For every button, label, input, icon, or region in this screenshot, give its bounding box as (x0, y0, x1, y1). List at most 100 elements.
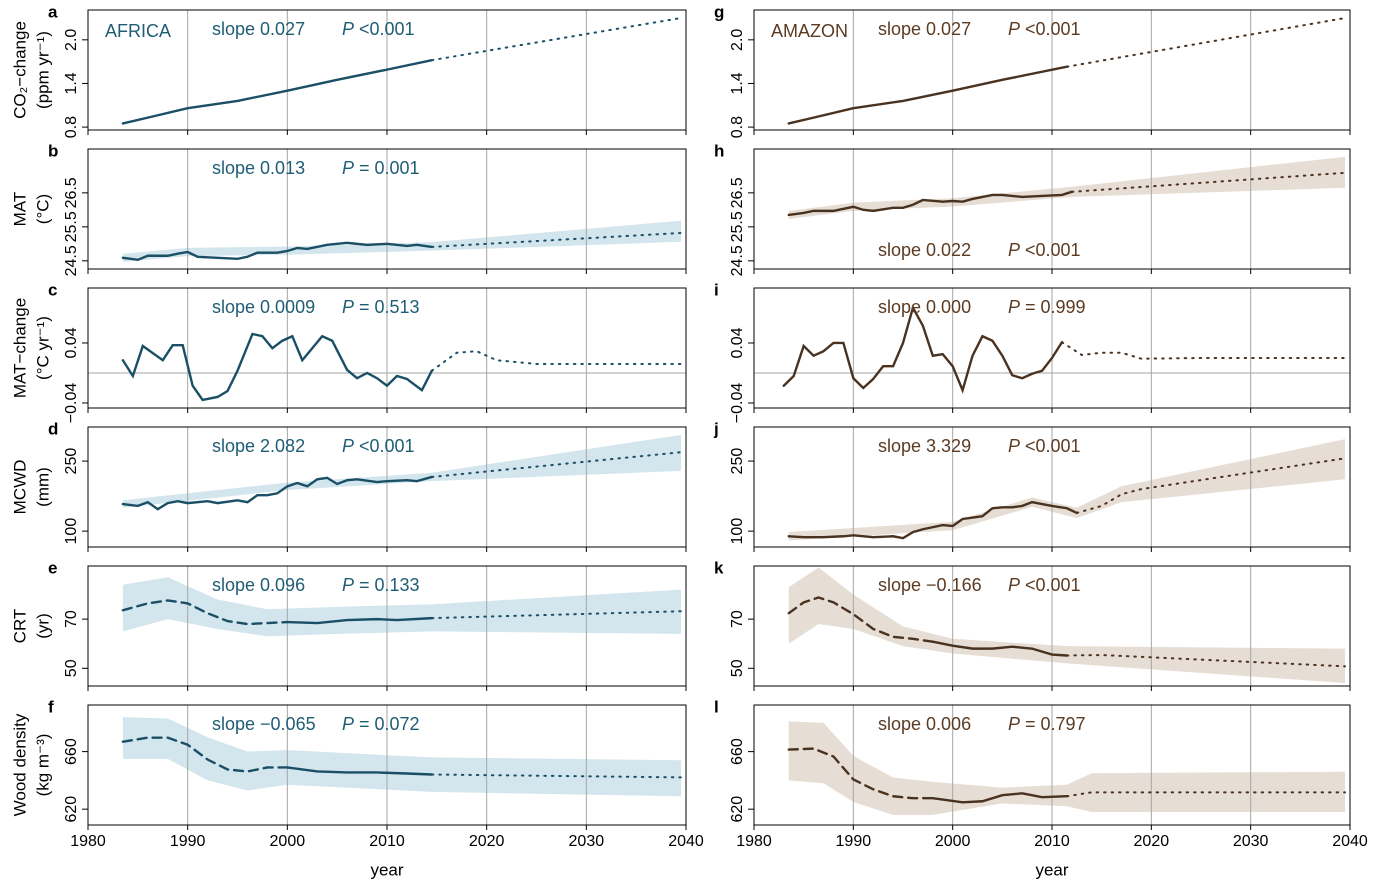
y-tick-label: 620 (63, 796, 80, 823)
plot-frame (753, 704, 1351, 826)
y-tick-label: 50 (729, 659, 746, 677)
panel-letter: i (714, 280, 719, 299)
series-line (430, 17, 683, 62)
y-axis-label: (mm) (33, 467, 52, 507)
confidence-band (788, 721, 1346, 815)
x-tick-label: 2040 (1332, 833, 1368, 850)
y-tick-label: 250 (63, 448, 80, 475)
p-annotation: P = 0.513 (342, 297, 420, 317)
slope-annotation: slope −0.166 (878, 575, 982, 595)
y-tick-label: 50 (63, 659, 80, 677)
p-annotation: P <0.001 (342, 436, 415, 456)
plot-frame (753, 148, 1351, 270)
series-line (787, 500, 1079, 540)
panel: 0.8 1.4 2.0 g AMAZON slope 0.027 P <0.001 (714, 2, 1351, 138)
region-label: AFRICA (105, 21, 171, 41)
p-value: <0.001 (1025, 19, 1081, 39)
p-symbol: P (342, 158, 354, 178)
panel-letter: c (48, 280, 57, 299)
y-tick-label: 2.0 (729, 29, 746, 51)
plot-frame (87, 565, 687, 687)
series-line (782, 304, 1064, 394)
y-axis-label: (kg m⁻³) (33, 734, 52, 797)
region-label: AMAZON (771, 21, 848, 41)
plot-frame (87, 148, 687, 270)
p-value: <0.001 (359, 436, 415, 456)
p-symbol: P (342, 714, 354, 734)
plot-frame (753, 426, 1351, 548)
y-axis-label: CRT (10, 609, 29, 644)
plot-frame (753, 565, 1351, 687)
slope-annotation: slope 0.027 (878, 19, 971, 39)
p-annotation: P <0.001 (1008, 436, 1081, 456)
p-annotation: P <0.001 (1008, 19, 1081, 39)
slope-annotation: slope −0.065 (212, 714, 316, 734)
x-tick-label: 2020 (469, 833, 505, 850)
panel-letter: l (714, 697, 719, 716)
p-annotation: P = 0.001 (342, 158, 420, 178)
x-tick-label: 1990 (170, 833, 206, 850)
y-tick-label: 26.5 (63, 177, 80, 208)
panel-letter: d (48, 419, 58, 438)
series-line (787, 65, 1069, 125)
series-line (121, 736, 289, 773)
p-value: <0.001 (1025, 240, 1081, 260)
x-axis-label: year (1035, 860, 1068, 879)
panel-letter: a (48, 2, 58, 21)
p-annotation: P <0.001 (1008, 575, 1081, 595)
panel-letter: f (48, 697, 54, 716)
y-tick-label: −0.04 (63, 383, 80, 424)
confidence-band (788, 156, 1346, 220)
series-line (931, 792, 1069, 804)
slope-annotation: slope 0.000 (878, 297, 971, 317)
series-line (1065, 654, 1347, 668)
panel-letter: b (48, 141, 58, 160)
x-tick-label: 2000 (270, 833, 306, 850)
y-tick-label: 0.04 (729, 327, 746, 358)
y-tick-label: 70 (729, 610, 746, 628)
x-tick-label: 2010 (1034, 833, 1070, 850)
plot-frame (87, 287, 687, 409)
p-value: = 0.072 (359, 714, 420, 734)
slope-annotation: slope 2.082 (212, 436, 305, 456)
y-axis-label: MAT−change (10, 298, 29, 398)
y-tick-label: 25.5 (729, 211, 746, 242)
plot-frame (87, 704, 687, 826)
confidence-band (122, 577, 682, 637)
slope-annotation: slope 0.0009 (212, 297, 315, 317)
y-axis-label: MAT (10, 192, 29, 227)
y-tick-label: 25.5 (63, 211, 80, 242)
series-line (787, 596, 934, 643)
y-tick-label: 660 (63, 738, 80, 765)
panel: 24.5 25.5 26.5 h slope 0.022 P <0.001 (714, 141, 1351, 276)
p-annotation: P = 0.797 (1008, 714, 1086, 734)
y-tick-label: 2.0 (63, 29, 80, 51)
y-axis-label: CO₂−change (10, 21, 29, 119)
slope-annotation: slope 0.006 (878, 714, 971, 734)
x-tick-label: 1980 (736, 833, 772, 850)
panel-letter: j (713, 419, 719, 438)
p-symbol: P (1008, 19, 1020, 39)
y-tick-label: 24.5 (729, 245, 746, 276)
series-line (1070, 171, 1347, 193)
p-symbol: P (1008, 575, 1020, 595)
p-value: = 0.797 (1025, 714, 1086, 734)
confidence-band (122, 434, 682, 508)
p-value: = 0.999 (1025, 297, 1086, 317)
plot-frame (753, 287, 1351, 409)
x-tick-label: 1980 (70, 833, 106, 850)
slope-annotation: slope 3.329 (878, 436, 971, 456)
panel: −0.04 0.04 c slope 0.0009 P = 0.513 MAT−change… (10, 280, 687, 424)
p-value: = 0.001 (359, 158, 420, 178)
series-line (121, 241, 434, 262)
y-tick-label: 250 (729, 448, 746, 475)
panel: 24.5 25.5 26.5 b slope 0.013 P = 0.001 MAT (°C) (10, 141, 687, 276)
p-value: <0.001 (1025, 575, 1081, 595)
p-value: = 0.513 (359, 297, 420, 317)
y-tick-label: 1.4 (729, 72, 746, 94)
p-value: = 0.133 (359, 575, 420, 595)
p-symbol: P (342, 297, 354, 317)
panel: −0.04 0.04 i slope 0.000 P = 0.999 (714, 280, 1351, 423)
p-annotation: P <0.001 (1008, 240, 1081, 260)
x-tick-label: 2040 (668, 833, 704, 850)
